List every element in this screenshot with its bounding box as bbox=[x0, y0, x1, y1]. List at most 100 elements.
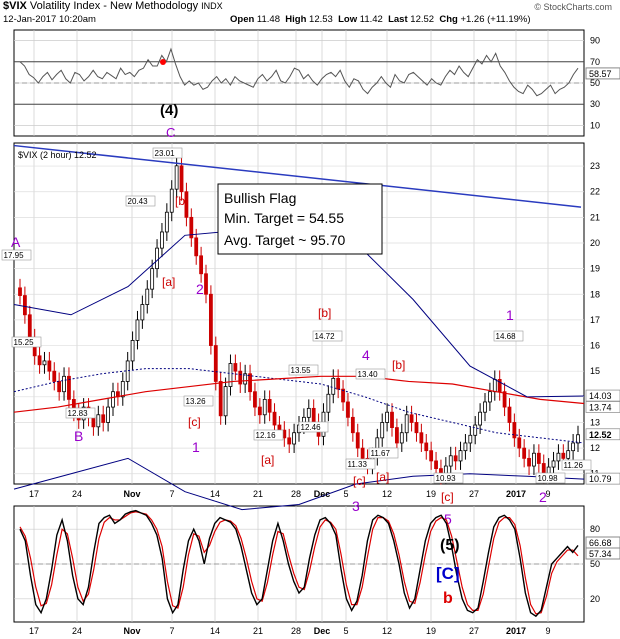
rsi-last-value-label: 58.57 bbox=[589, 69, 612, 79]
price-tick-label: 17 bbox=[590, 315, 600, 325]
price-value-label: 15.25 bbox=[14, 338, 35, 347]
candle-body bbox=[253, 391, 257, 408]
lower-band bbox=[13, 457, 585, 511]
candle-body bbox=[434, 460, 438, 470]
candle-body bbox=[248, 373, 252, 393]
price-x-tick-label: 5 bbox=[343, 489, 348, 499]
rsi-extreme-marker bbox=[160, 59, 166, 65]
rsi-tick-label: 90 bbox=[590, 36, 600, 46]
wave-label: [a] bbox=[376, 470, 389, 484]
low-value: 11.42 bbox=[359, 14, 383, 25]
candle-body bbox=[483, 401, 487, 413]
exchange: INDX bbox=[201, 1, 223, 11]
wave-label: [b] bbox=[318, 306, 331, 320]
symbol: $VIX bbox=[3, 0, 27, 12]
chart-title: $VIX Volatility Index - New Methodology … bbox=[3, 0, 223, 12]
wave-label: [c] bbox=[441, 490, 454, 504]
wave-label: A bbox=[11, 234, 21, 250]
price-right-box bbox=[585, 401, 620, 413]
candle-body bbox=[399, 432, 404, 444]
candle-body bbox=[551, 460, 556, 468]
candle-body bbox=[27, 314, 32, 339]
quote-bar: Open 11.48 High 12.53 Low 11.42 Last 12.… bbox=[230, 14, 531, 25]
sto-d-line bbox=[19, 511, 579, 615]
price-tick-label: 21 bbox=[590, 212, 600, 222]
price-value-box bbox=[1, 249, 32, 261]
price-value-box bbox=[298, 421, 329, 433]
wave-label: 3 bbox=[352, 498, 360, 514]
candle-body bbox=[213, 345, 218, 382]
price-value-box bbox=[535, 472, 566, 484]
candle-body bbox=[62, 375, 66, 393]
candle-body bbox=[492, 378, 497, 393]
candle-body bbox=[346, 401, 350, 418]
price-right-label: 12.52 bbox=[589, 430, 612, 440]
price-value-box bbox=[253, 429, 284, 441]
candle-body bbox=[160, 231, 164, 249]
candle-body bbox=[404, 414, 409, 434]
candle-body bbox=[52, 370, 57, 382]
sto-wave-label: (5) bbox=[440, 537, 460, 554]
sto-x-tick-label: 19 bbox=[426, 626, 436, 636]
rsi-tick-label: 10 bbox=[590, 120, 600, 130]
price-value-label: 12.83 bbox=[68, 409, 89, 418]
price-x-tick-label: 2017 bbox=[506, 489, 526, 499]
wave-label: [a] bbox=[162, 275, 175, 289]
candle-body bbox=[189, 216, 194, 239]
price-x-tick-label: 9 bbox=[545, 489, 550, 499]
candle-body bbox=[22, 295, 27, 316]
candle-body bbox=[18, 287, 22, 296]
price-right-box bbox=[585, 428, 620, 441]
candle-body bbox=[448, 455, 453, 467]
price-value-box bbox=[355, 368, 386, 380]
price-value-label: 10.98 bbox=[538, 474, 559, 483]
sto-x-tick-label: 7 bbox=[169, 626, 174, 636]
rsi-wave-label: (4) bbox=[160, 102, 178, 119]
candle-body bbox=[424, 442, 429, 452]
sto-x-tick-label: 2017 bbox=[506, 626, 526, 636]
sto-last-d-label: 57.34 bbox=[589, 549, 612, 559]
candle-body bbox=[67, 375, 71, 400]
moving-average-red bbox=[13, 375, 585, 413]
wave-label: 1 bbox=[506, 307, 514, 323]
price-value-label: 12.16 bbox=[256, 431, 277, 440]
candle-body bbox=[380, 422, 385, 439]
candle-body bbox=[556, 452, 561, 462]
candle-body bbox=[331, 377, 336, 395]
candle-body bbox=[517, 437, 522, 449]
candle-body bbox=[292, 432, 297, 445]
candle-body bbox=[233, 363, 238, 372]
rsi-wave-label: C bbox=[166, 125, 175, 140]
candle-body bbox=[468, 434, 473, 444]
candle-body bbox=[507, 406, 512, 423]
candle-body bbox=[223, 386, 228, 417]
price-tick-label: 18 bbox=[590, 289, 600, 299]
sto-x-tick-label: 9 bbox=[545, 626, 550, 636]
sto-tick-label: 80 bbox=[590, 524, 600, 534]
candle-body bbox=[169, 188, 174, 213]
price-value-label: 17.95 bbox=[4, 251, 25, 260]
sto-x-tick-label: 27 bbox=[469, 626, 479, 636]
rsi-line bbox=[19, 47, 579, 97]
candle-body bbox=[350, 416, 355, 434]
wave-label: [c] bbox=[188, 415, 201, 429]
candle-body bbox=[571, 442, 576, 452]
price-value-box bbox=[345, 458, 376, 470]
candle-body bbox=[311, 407, 316, 423]
candle-body bbox=[336, 377, 341, 390]
candle-body bbox=[57, 381, 62, 393]
sto-k-line bbox=[19, 509, 579, 618]
wave-label: 2 bbox=[539, 489, 547, 505]
index-name: Volatility Index - New Methodology bbox=[29, 0, 199, 12]
candle-body bbox=[272, 411, 277, 426]
price-value-box bbox=[65, 407, 96, 419]
candle-body bbox=[277, 424, 282, 431]
candle-body bbox=[140, 304, 145, 321]
high-value: 12.53 bbox=[309, 14, 333, 25]
candle-body bbox=[453, 455, 458, 462]
candle-body bbox=[194, 237, 199, 257]
price-value-label: 14.68 bbox=[496, 332, 517, 341]
candle-body bbox=[262, 398, 267, 416]
